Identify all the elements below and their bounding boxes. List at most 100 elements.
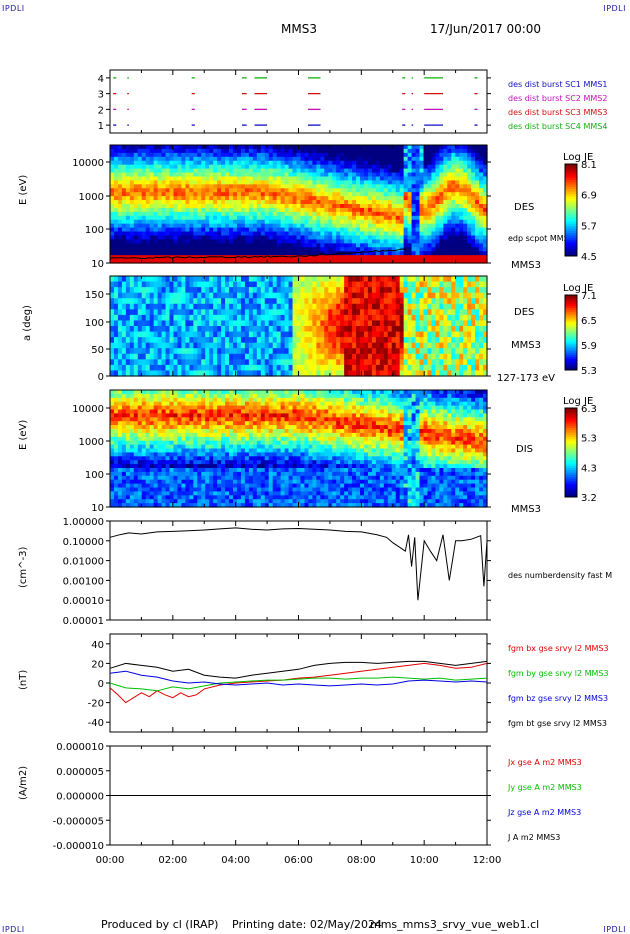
des-pitch-cell <box>256 320 262 327</box>
des-energy-cell <box>177 164 183 170</box>
des-energy-cell <box>459 207 464 213</box>
des-energy-cell <box>229 200 234 205</box>
des-pitch-cell <box>363 303 369 310</box>
des-pitch-cell <box>177 292 183 299</box>
dis-energy-cell <box>110 448 115 453</box>
des-energy-cell <box>276 231 282 237</box>
des-pitch-colorbar-segment <box>565 296 577 300</box>
des-energy-cell <box>336 152 341 158</box>
des-energy-cell <box>256 184 262 189</box>
des-pitch-cell <box>193 303 198 310</box>
des-pitch-cell <box>415 353 421 360</box>
des-energy-cell <box>233 192 238 197</box>
des-energy-cell <box>292 172 298 178</box>
des-energy-cell <box>252 255 258 260</box>
des-energy-cell <box>316 196 321 201</box>
des-energy-cell <box>193 192 198 197</box>
des-energy-cell <box>137 196 143 201</box>
des-energy-cell <box>475 255 480 260</box>
des-pitch-cell <box>379 342 385 349</box>
des-pitch-cell <box>157 292 163 299</box>
des-pitch-cell <box>300 353 306 360</box>
des-energy-cell <box>308 156 313 162</box>
des-pitch-cell <box>340 292 345 299</box>
des-pitch-cell <box>320 320 325 327</box>
des-energy-cell <box>221 184 226 189</box>
des-energy-cell <box>320 211 325 217</box>
des-pitch-cell <box>197 292 202 299</box>
des-energy-cell <box>419 152 425 158</box>
des-pitch-cell <box>181 326 186 333</box>
des-pitch-cell <box>185 303 190 310</box>
des-pitch-cell <box>209 331 214 338</box>
des-pitch-cell <box>467 342 472 349</box>
des-pitch-cell <box>284 326 290 333</box>
dis-energy-cell <box>125 440 131 446</box>
des-energy-cell <box>367 204 373 209</box>
des-energy-cell <box>181 160 186 166</box>
des-energy-cell <box>415 204 421 209</box>
des-energy-cell <box>240 180 246 185</box>
des-energy-cell <box>256 255 262 260</box>
des-energy-cell <box>415 156 421 162</box>
des-energy-cell <box>352 235 357 240</box>
des-energy-colorbar-segment <box>565 187 577 190</box>
des-pitch-cell <box>268 348 274 355</box>
des-pitch-cell <box>288 337 294 344</box>
des-pitch-cell <box>439 359 444 366</box>
des-energy-cell <box>240 215 246 221</box>
des-pitch-cell <box>272 281 278 288</box>
des-energy-cell <box>240 231 246 237</box>
des-pitch-cell <box>344 337 349 344</box>
des-energy-cell <box>348 168 353 174</box>
des-energy-cell <box>145 200 151 205</box>
des-energy-cell <box>272 243 278 248</box>
des-energy-cell <box>352 160 357 166</box>
des-energy-cell <box>375 184 381 189</box>
des-energy-cell <box>312 172 317 178</box>
des-energy-cell <box>423 243 429 248</box>
des-energy-cell <box>439 145 444 150</box>
des-pitch-cell <box>360 303 365 310</box>
des-energy-cell <box>403 204 409 209</box>
des-pitch-cell <box>411 370 417 377</box>
des-energy-cell <box>371 219 377 225</box>
des-energy-cell <box>308 164 313 170</box>
des-energy-cell <box>360 243 365 248</box>
des-pitch-cell <box>304 337 310 344</box>
des-energy-cell <box>117 207 123 213</box>
des-energy-cell <box>439 227 444 233</box>
des-energy-cell <box>205 231 210 237</box>
des-energy-cell <box>320 223 325 229</box>
des-energy-cell <box>133 215 139 221</box>
des-energy-cell <box>427 243 433 248</box>
dis-energy-cell <box>129 397 135 403</box>
des-pitch-cell <box>332 353 337 360</box>
des-energy-cell <box>415 259 421 264</box>
des-energy-cell <box>240 196 246 201</box>
des-energy-cell <box>125 235 131 240</box>
des-pitch-cell <box>292 342 298 349</box>
des-energy-cell <box>419 223 425 229</box>
des-energy-cell <box>240 192 246 197</box>
des-energy-cell <box>443 172 448 178</box>
des-energy-cell <box>137 160 143 166</box>
des-energy-cell <box>288 164 294 170</box>
des-energy-cell <box>352 223 357 229</box>
des-energy-cell <box>435 211 440 217</box>
des-energy-cell <box>129 247 135 252</box>
des-pitch-colorbar-segment <box>565 364 577 367</box>
des-energy-cell <box>173 168 179 174</box>
dis-energy-cell <box>125 448 131 453</box>
des-energy-cell <box>427 176 433 181</box>
des-pitch-cell <box>304 353 310 360</box>
des-energy-cell <box>260 219 266 225</box>
des-pitch-cell <box>415 342 421 349</box>
des-energy-cell <box>276 219 282 225</box>
des-energy-cell <box>165 211 171 217</box>
des-energy-cell <box>348 247 353 252</box>
des-energy-cell <box>240 251 246 256</box>
des-pitch-cell <box>193 281 198 288</box>
des-energy-cell <box>248 184 254 189</box>
dis-energy-cell <box>129 444 135 450</box>
